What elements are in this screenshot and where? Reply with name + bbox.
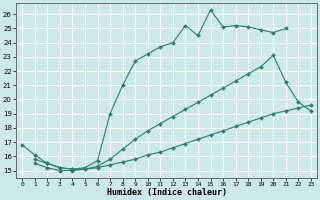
X-axis label: Humidex (Indice chaleur): Humidex (Indice chaleur) [107, 188, 227, 197]
